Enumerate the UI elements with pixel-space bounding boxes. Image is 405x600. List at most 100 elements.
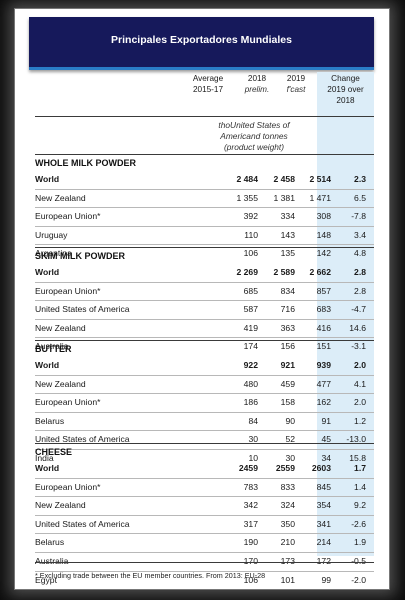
table-row: World 2 269 2 589 2 662 2.8: [35, 263, 374, 281]
row-label: Belarus: [35, 537, 65, 548]
value-2019: 308: [316, 211, 331, 222]
value-2018: 921: [280, 360, 295, 370]
units-note: thoUnited States of Americand tonnes (pr…: [218, 120, 290, 152]
value-average: 174: [243, 341, 258, 352]
value-2019: 939: [316, 360, 331, 370]
row-separator: [35, 207, 374, 209]
value-change: 4.1: [354, 378, 366, 389]
title-banner: Principales Exportadores Mundiales: [29, 17, 374, 70]
row-label: Belarus: [35, 415, 65, 426]
value-change: 1.2: [354, 415, 366, 426]
value-change: -7.8: [351, 211, 366, 222]
value-2019: 99: [321, 574, 331, 585]
table-row: New Zealand 419 363 416 14.6: [35, 319, 374, 337]
value-2018: 135: [280, 248, 295, 259]
value-2019: 857: [316, 285, 331, 296]
section-rule: [35, 443, 374, 444]
value-2018: 459: [280, 378, 295, 389]
row-label: Australia: [35, 341, 69, 352]
row-separator: [35, 318, 374, 320]
value-average: 84: [248, 415, 258, 426]
row-label: World: [35, 267, 60, 277]
row-label: World: [35, 360, 60, 370]
value-2018: 1 381: [273, 192, 295, 203]
value-2018: 90: [285, 415, 295, 426]
value-2018: 363: [280, 322, 295, 333]
value-2019: 162: [316, 397, 331, 408]
value-average: 106: [243, 248, 258, 259]
table-row: Belarus 84 90 91 1.2: [35, 412, 374, 430]
value-change: 2.3: [354, 174, 366, 184]
value-2019: 151: [316, 341, 331, 352]
value-change: 4.8: [354, 248, 366, 259]
value-change: 1.9: [354, 537, 366, 548]
row-separator: [35, 393, 374, 395]
row-label: Argentina: [35, 248, 72, 259]
value-average: 30: [248, 434, 258, 445]
section-rule: [35, 340, 374, 341]
header-2019: 2019 f'cast: [286, 74, 306, 94]
value-2019: 34: [321, 453, 331, 463]
row-separator: [35, 430, 374, 432]
header-rule: [35, 116, 374, 117]
row-separator: [35, 514, 374, 516]
value-2019: 416: [316, 322, 331, 333]
value-2019: 683: [316, 304, 331, 315]
value-2019: 845: [316, 481, 331, 492]
header-2018: 2018 prelim.: [244, 74, 270, 94]
row-separator: [35, 188, 374, 190]
value-2018: 716: [280, 304, 295, 315]
value-average: 317: [243, 518, 258, 529]
value-change: 2.0: [354, 397, 366, 408]
value-2018: 101: [280, 574, 295, 585]
value-average: 170: [243, 556, 258, 566]
table-row: India 10 30 34 15.8: [35, 449, 374, 467]
row-label: New Zealand: [35, 500, 86, 511]
row-label: World: [35, 174, 60, 184]
value-change: 15.8: [349, 453, 366, 463]
table-row: Egypt 106 101 99 -2.0: [35, 571, 374, 589]
value-2019: 142: [316, 248, 331, 259]
row-label: Egypt: [35, 574, 57, 585]
value-change: 6.5: [354, 192, 366, 203]
section-title: BUTTER: [35, 344, 72, 354]
table-row: European Union* 783 833 845 1.4: [35, 478, 374, 496]
value-2019: 341: [316, 518, 331, 529]
value-change: 9.2: [354, 500, 366, 511]
value-average: 2 484: [236, 174, 258, 184]
value-average: 10: [248, 453, 258, 463]
value-2018: 350: [280, 518, 295, 529]
table-row: United States of America 30 52 45 -13.0: [35, 430, 374, 448]
row-label: Uruguay: [35, 229, 68, 240]
value-change: 2.8: [354, 267, 366, 277]
value-average: 587: [243, 304, 258, 315]
row-separator: [35, 281, 374, 283]
table-row: New Zealand 342 324 354 9.2: [35, 496, 374, 514]
value-2018: 2559: [275, 463, 295, 473]
table-row: World 2 484 2 458 2 514 2.3: [35, 170, 374, 188]
row-separator: [35, 337, 374, 339]
section-title: WHOLE MILK POWDER: [35, 158, 136, 168]
value-change: -2.0: [351, 574, 366, 585]
row-label: United States of America: [35, 434, 130, 445]
section-rule: [35, 154, 374, 155]
value-change: -2.6: [351, 518, 366, 529]
value-2018: 334: [280, 211, 295, 222]
value-average: 685: [243, 285, 258, 296]
row-separator: [35, 411, 374, 413]
table-row: Belarus 190 210 214 1.9: [35, 533, 374, 551]
value-change: 1.7: [354, 463, 366, 473]
row-separator: [35, 449, 374, 450]
value-2019: 172: [316, 556, 331, 566]
row-label: European Union*: [35, 211, 101, 222]
value-average: 2 269: [236, 267, 258, 277]
row-separator: [35, 552, 374, 553]
row-separator: [35, 300, 374, 302]
value-average: 106: [243, 574, 258, 585]
value-2019: 354: [316, 500, 331, 511]
value-change: 14.6: [349, 322, 366, 333]
value-2019: 2603: [311, 463, 331, 473]
row-separator: [35, 570, 374, 572]
row-label: Australia: [35, 556, 69, 566]
section-title: SKIM MILK POWDER: [35, 251, 125, 261]
